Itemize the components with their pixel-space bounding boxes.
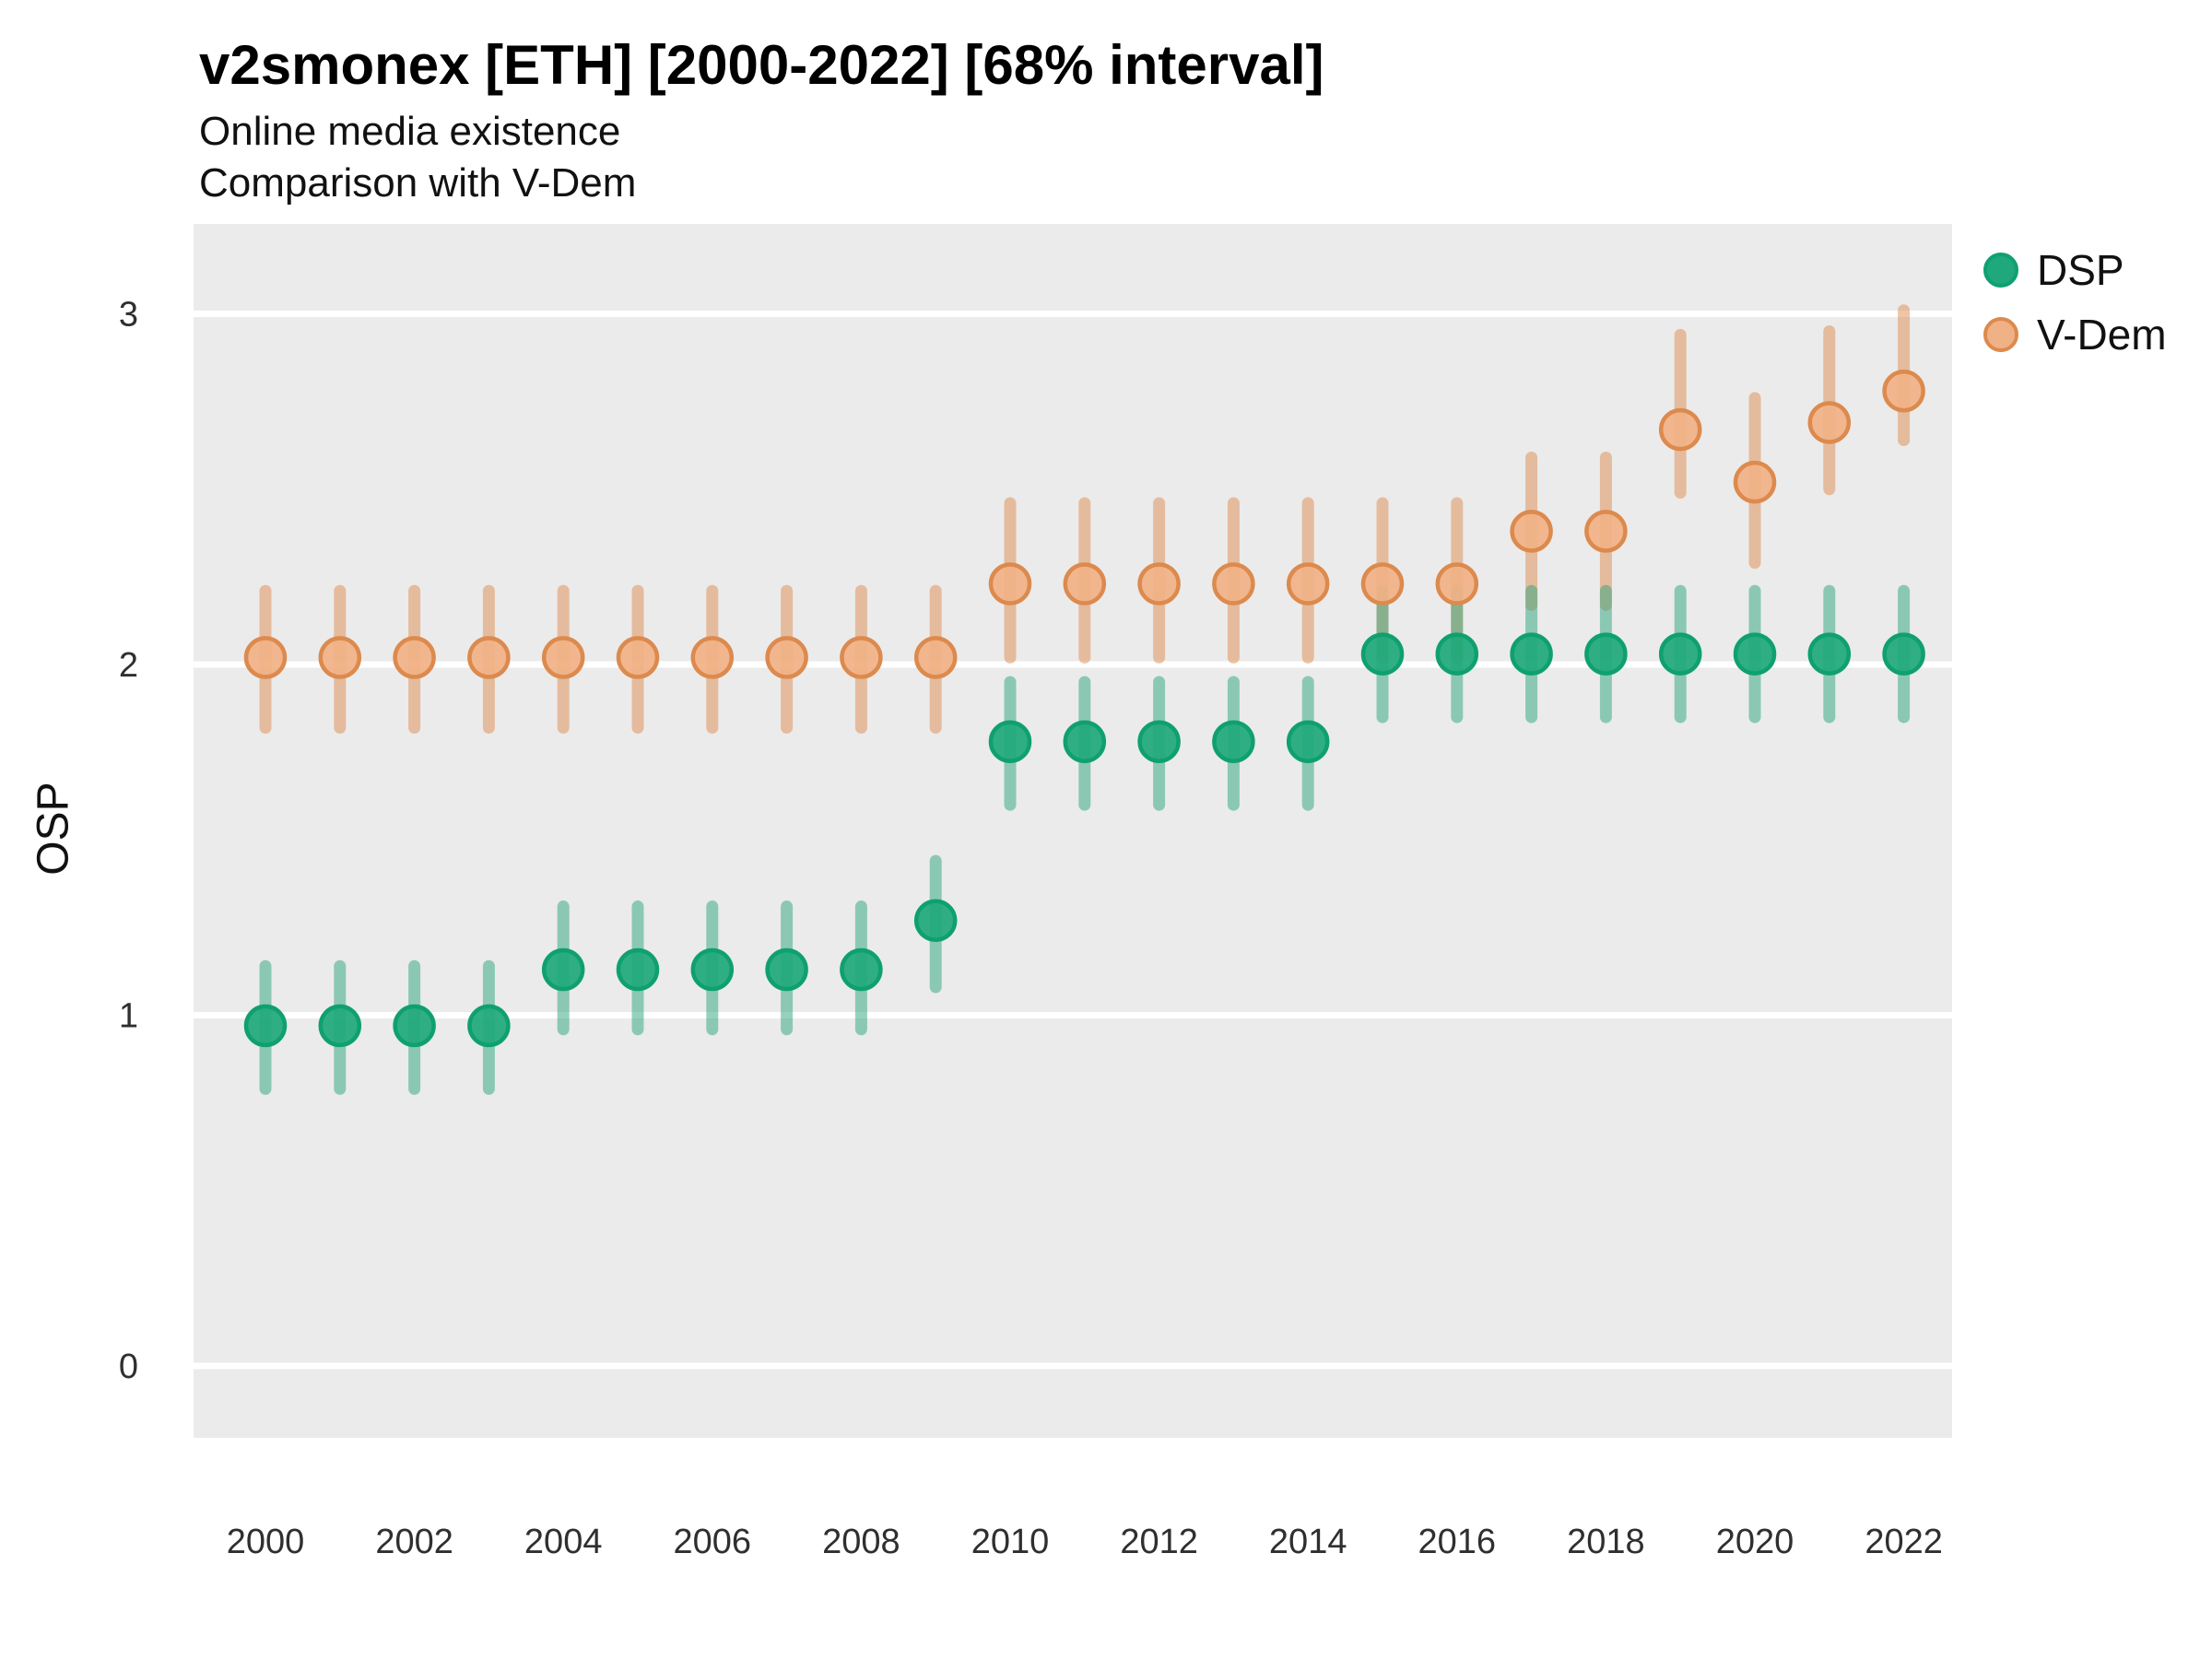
legend: DSP V-Dem <box>1983 245 2167 359</box>
y-tick-label-3: 3 <box>119 296 138 335</box>
orange-dot-icon <box>1983 317 2018 352</box>
data-point-vdem-2013 <box>1212 562 1255 606</box>
data-point-vdem-2014 <box>1286 562 1330 606</box>
data-point-dsp-2018 <box>1584 632 1628 676</box>
data-point-dsp-2015 <box>1360 632 1405 676</box>
plot-panel <box>194 224 1952 1438</box>
data-point-vdem-2009 <box>913 636 958 679</box>
data-point-dsp-2009 <box>913 899 958 943</box>
data-point-dsp-2007 <box>765 947 808 992</box>
data-point-vdem-2002 <box>393 636 436 679</box>
x-tick-label-2010: 2010 <box>971 1523 1050 1561</box>
data-point-vdem-2005 <box>616 636 660 679</box>
data-point-dsp-2000 <box>243 1004 288 1048</box>
data-point-vdem-2012 <box>1137 562 1181 606</box>
x-tick-label-2008: 2008 <box>822 1523 900 1561</box>
data-point-dsp-2008 <box>840 947 883 992</box>
data-point-dsp-2002 <box>393 1004 436 1048</box>
data-point-dsp-2012 <box>1137 720 1181 763</box>
chart-subtitle-line1: Online media existence <box>199 109 621 154</box>
data-point-dsp-2004 <box>541 947 585 992</box>
x-tick-label-2006: 2006 <box>674 1523 752 1561</box>
data-point-vdem-2003 <box>467 636 511 679</box>
data-point-dsp-2006 <box>690 947 735 992</box>
data-point-vdem-2001 <box>318 636 362 679</box>
x-tick-label-2014: 2014 <box>1269 1523 1347 1561</box>
data-point-vdem-2022 <box>1882 369 1925 413</box>
x-tick-label-2020: 2020 <box>1716 1523 1794 1561</box>
data-point-vdem-2019 <box>1658 407 1702 452</box>
data-point-vdem-2006 <box>690 636 735 679</box>
legend-label-vdem: V-Dem <box>2037 311 2167 359</box>
chart-title: v2smonex [ETH] [2000-2022] [68% interval… <box>199 34 1324 96</box>
data-point-vdem-2015 <box>1360 562 1405 606</box>
y-tick-label-0: 0 <box>119 1347 138 1386</box>
x-tick-label-2022: 2022 <box>1865 1523 1943 1561</box>
data-point-dsp-2014 <box>1286 720 1330 763</box>
data-point-dsp-2003 <box>467 1004 511 1048</box>
legend-label-dsp: DSP <box>2037 246 2124 294</box>
data-point-dsp-2010 <box>988 720 1032 763</box>
data-point-dsp-2022 <box>1882 632 1925 676</box>
data-point-vdem-2021 <box>1807 401 1852 444</box>
x-tick-label-2016: 2016 <box>1418 1523 1497 1561</box>
data-point-dsp-2019 <box>1658 632 1702 676</box>
data-point-dsp-2001 <box>318 1004 362 1048</box>
data-point-vdem-2000 <box>243 636 288 679</box>
x-tick-label-2004: 2004 <box>524 1523 603 1561</box>
data-point-vdem-2010 <box>988 562 1032 606</box>
x-tick-label-2002: 2002 <box>375 1523 453 1561</box>
legend-item-vdem: V-Dem <box>1983 310 2167 359</box>
data-point-vdem-2018 <box>1584 510 1628 553</box>
data-point-dsp-2016 <box>1435 632 1479 676</box>
y-tick-label-2: 2 <box>119 646 138 685</box>
data-point-dsp-2017 <box>1510 632 1553 676</box>
y-axis-title: OSP <box>29 782 78 876</box>
x-tick-label-2018: 2018 <box>1567 1523 1645 1561</box>
x-tick-label-2012: 2012 <box>1120 1523 1198 1561</box>
y-tick-label-1: 1 <box>119 997 138 1036</box>
chart-subtitle-line2: Comparison with V-Dem <box>199 160 637 206</box>
x-tick-label-2000: 2000 <box>227 1523 305 1561</box>
data-point-dsp-2011 <box>1063 720 1107 763</box>
data-point-dsp-2005 <box>616 947 660 992</box>
data-point-vdem-2016 <box>1435 562 1479 606</box>
data-point-vdem-2020 <box>1733 460 1777 504</box>
data-point-vdem-2007 <box>765 636 808 679</box>
data-point-vdem-2017 <box>1510 510 1553 553</box>
data-point-dsp-2021 <box>1807 632 1852 676</box>
data-point-vdem-2011 <box>1063 562 1107 606</box>
data-point-vdem-2004 <box>541 636 585 679</box>
green-dot-icon <box>1983 253 2018 288</box>
legend-item-dsp: DSP <box>1983 245 2167 295</box>
data-point-dsp-2020 <box>1733 632 1777 676</box>
data-point-dsp-2013 <box>1212 720 1255 763</box>
data-point-vdem-2008 <box>840 636 883 679</box>
